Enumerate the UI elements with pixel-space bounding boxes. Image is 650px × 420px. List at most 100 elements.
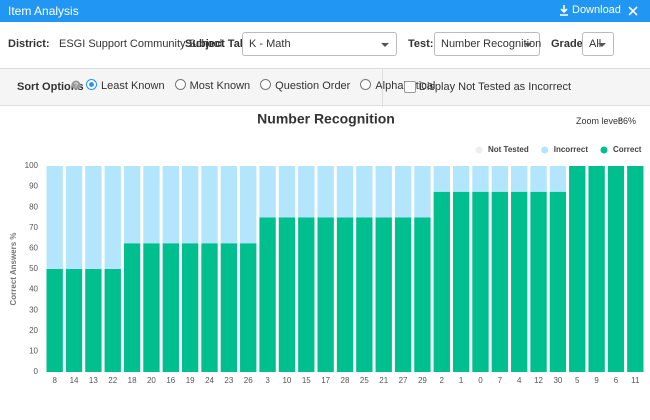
bar-segment xyxy=(433,166,450,192)
bar-segment xyxy=(104,166,121,269)
radio[interactable] xyxy=(360,79,372,90)
bar-segment xyxy=(298,217,315,372)
bar-segment xyxy=(452,191,470,372)
radio[interactable] xyxy=(260,79,272,90)
help-icon[interactable]: ? xyxy=(71,80,81,90)
sort-row: Sort Options ? Least Known Most Known Ques… xyxy=(0,68,650,107)
x-tick-label: 15 xyxy=(302,376,311,385)
bar-segment xyxy=(278,217,296,372)
y-tick-label: 80 xyxy=(29,202,38,211)
bar-segment xyxy=(65,166,83,269)
x-tick-label: 16 xyxy=(166,376,175,385)
header-title: Item Analysis xyxy=(8,4,79,18)
bar-segment xyxy=(220,243,238,372)
checkbox[interactable] xyxy=(404,81,416,93)
x-tick-label: 4 xyxy=(517,376,522,385)
y-tick-label: 100 xyxy=(25,161,39,170)
bar-segment xyxy=(530,191,547,372)
subject-select[interactable]: K - Math xyxy=(242,32,397,56)
x-tick-label: 0 xyxy=(478,376,483,385)
x-tick-label: 19 xyxy=(186,376,195,385)
y-tick-label: 10 xyxy=(29,347,38,356)
bar-segment xyxy=(414,217,431,372)
bar-segment xyxy=(201,166,218,244)
x-tick-label: 23 xyxy=(224,376,233,385)
x-tick-label: 25 xyxy=(360,376,369,385)
x-tick-label: 3 xyxy=(265,376,270,385)
bar-segment xyxy=(375,166,392,218)
y-tick-label: 70 xyxy=(29,223,38,232)
test-label: Test: xyxy=(408,38,434,50)
bar-segment xyxy=(46,269,63,372)
district-label: District: xyxy=(8,38,50,50)
legend-label: Not Tested xyxy=(488,145,529,154)
subject-label: Subject Tab: xyxy=(185,38,251,50)
bar-segment xyxy=(530,166,547,192)
bar-segment xyxy=(85,269,102,372)
bar-segment xyxy=(569,166,586,372)
bar-segment xyxy=(472,191,489,372)
grade-label: Grade: xyxy=(551,38,587,50)
x-tick-label: 2 xyxy=(440,376,445,385)
x-tick-label: 12 xyxy=(534,376,543,385)
bar-segment xyxy=(472,166,489,192)
x-tick-label: 14 xyxy=(70,376,79,385)
bar-segment xyxy=(181,166,199,244)
bar-segment xyxy=(278,166,296,218)
x-tick-label: 10 xyxy=(282,376,291,385)
bar-segment xyxy=(414,166,431,218)
bar-segment xyxy=(452,166,470,192)
bar-segment xyxy=(85,166,102,269)
y-tick-label: 20 xyxy=(29,326,38,335)
legend-label: Correct xyxy=(613,145,642,154)
bar-segment xyxy=(259,166,276,218)
zoom-value[interactable]: 86% xyxy=(618,116,637,126)
bar-segment xyxy=(356,166,373,218)
y-tick-label: 60 xyxy=(29,244,38,253)
download-button[interactable]: Download xyxy=(572,4,621,16)
bar-segment xyxy=(356,217,373,372)
test-select[interactable]: Number Recognition xyxy=(434,32,541,56)
bar-segment xyxy=(201,243,218,372)
bar-segment xyxy=(607,166,625,372)
y-axis-title: Correct Answers % xyxy=(9,232,18,305)
bar-segment xyxy=(317,166,334,218)
bar-segment xyxy=(375,217,392,372)
bar-segment xyxy=(65,269,83,372)
y-tick-label: 50 xyxy=(29,264,38,273)
x-tick-label: 13 xyxy=(89,376,98,385)
bar-segment xyxy=(123,166,141,244)
bar-segment xyxy=(259,217,276,372)
bar-segment xyxy=(336,217,354,372)
svg-text:?: ? xyxy=(74,82,78,89)
grade-select[interactable]: All xyxy=(582,32,614,56)
bar-segment xyxy=(549,166,567,192)
radio[interactable] xyxy=(174,79,186,90)
divider xyxy=(382,69,383,107)
bar-segment xyxy=(491,166,509,192)
sort-label: Sort Options xyxy=(17,81,84,93)
x-tick-label: 28 xyxy=(341,376,350,385)
radio-label: Question Order xyxy=(275,80,351,92)
bar-segment xyxy=(220,166,238,244)
bar-segment xyxy=(511,166,528,192)
bar-segment xyxy=(511,191,528,372)
download-icon[interactable] xyxy=(559,5,569,16)
bar-segment xyxy=(181,243,199,372)
close-button[interactable] xyxy=(628,6,638,16)
legend-label: Incorrect xyxy=(554,145,589,154)
radio-label: Most Known xyxy=(189,80,251,92)
radio[interactable] xyxy=(86,79,97,90)
x-tick-label: 17 xyxy=(321,376,330,385)
x-tick-label: 5 xyxy=(575,376,580,385)
x-tick-label: 18 xyxy=(128,376,137,385)
x-tick-label: 30 xyxy=(553,376,562,385)
bar-segment xyxy=(394,217,412,372)
x-tick-label: 24 xyxy=(205,376,214,385)
x-tick-label: 22 xyxy=(108,376,117,385)
x-tick-label: 21 xyxy=(379,376,388,385)
chart-title: Number Recognition xyxy=(257,111,395,127)
bar-segment xyxy=(240,243,257,372)
radio-label: Least Known xyxy=(101,80,165,92)
